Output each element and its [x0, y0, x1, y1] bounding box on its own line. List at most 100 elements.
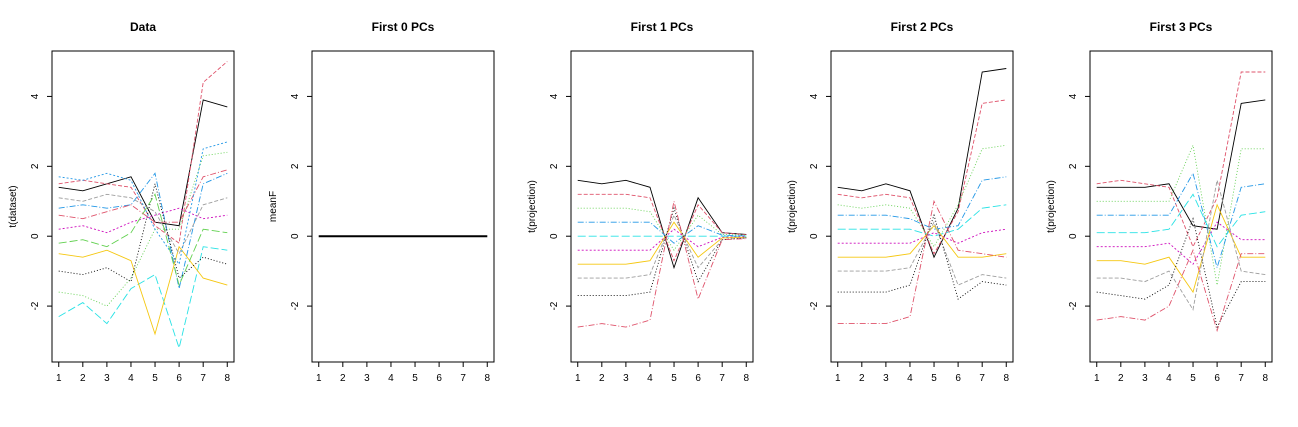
series-line [58, 207, 228, 234]
x-tick-label: 5 [412, 373, 418, 384]
x-tick-label: 1 [316, 373, 322, 384]
series-line [837, 228, 1007, 244]
series-line [1096, 193, 1266, 248]
y-tick-label: 4 [30, 93, 41, 99]
y-tick-label: -2 [290, 301, 301, 310]
series-line [837, 204, 1007, 237]
x-tick-label: 4 [128, 373, 134, 384]
y-tick-label: -2 [809, 301, 820, 310]
y-tick-label: 0 [809, 233, 820, 239]
series-line [1096, 180, 1266, 311]
series-line [577, 201, 747, 328]
panel-title: First 2 PCs [891, 20, 954, 34]
series-line [837, 144, 1007, 248]
panel-title: Data [130, 20, 156, 34]
x-tick-label: 3 [104, 373, 110, 384]
x-tick-label: 6 [176, 373, 182, 384]
x-tick-label: 4 [388, 373, 394, 384]
panel-5: First 3 PCs t(projection) 1 2 3 4 5 6 7 8 -2 0 2 4 [1046, 20, 1273, 384]
x-tick-label: 4 [1166, 373, 1172, 384]
series-line [837, 224, 1007, 258]
x-tick-label: 7 [979, 373, 985, 384]
x-tick-label: 5 [931, 373, 937, 384]
panel-title: First 3 PCs [1150, 20, 1213, 34]
series-line [58, 193, 228, 255]
x-tick-label: 5 [671, 373, 677, 384]
y-tick-label: -2 [30, 301, 41, 310]
y-tick-label: 4 [549, 93, 560, 99]
x-tick-label: 1 [575, 373, 581, 384]
series-line [1096, 143, 1266, 286]
x-tick-label: 3 [364, 373, 370, 384]
x-tick-label: 4 [907, 373, 913, 384]
series-line [1096, 203, 1266, 294]
series-line [58, 151, 228, 307]
x-tick-label: 2 [1118, 373, 1124, 384]
series-line [577, 207, 747, 252]
plot-frame [311, 50, 495, 363]
y-tick-label: 2 [809, 163, 820, 169]
series-line [577, 214, 747, 279]
series-line [837, 221, 1007, 286]
series-line [58, 141, 228, 266]
x-tick-label: 3 [1142, 373, 1148, 384]
y-axis-label: t(projection) [527, 180, 538, 233]
series-line [58, 61, 228, 244]
x-tick-label: 2 [340, 373, 346, 384]
series-line [1096, 221, 1266, 265]
x-tick-label: 2 [80, 373, 86, 384]
series-line [58, 172, 228, 289]
x-tick-label: 1 [835, 373, 841, 384]
x-tick-label: 5 [1190, 373, 1196, 384]
y-tick-label: 4 [1068, 93, 1079, 99]
series-line [1096, 172, 1266, 270]
series-line [1096, 71, 1266, 248]
series-line [58, 99, 228, 227]
x-tick-label: 6 [955, 373, 961, 384]
series-line [1096, 99, 1266, 230]
series-line [58, 245, 228, 336]
y-axis-label: meanF [268, 191, 279, 222]
x-tick-label: 3 [883, 373, 889, 384]
series-line [58, 246, 228, 350]
y-tick-label: 0 [549, 233, 560, 239]
y-tick-label: 4 [290, 93, 301, 99]
series-line [577, 193, 747, 262]
series-line [1096, 248, 1266, 333]
y-axis-label: t(projection) [787, 180, 798, 233]
y-axis-label: t(projection) [1046, 180, 1057, 233]
x-tick-label: 6 [1214, 373, 1220, 384]
plot-frame [570, 50, 754, 363]
y-tick-label: -2 [549, 301, 560, 310]
panel-title: First 0 PCs [372, 20, 435, 34]
series-line [58, 193, 228, 287]
panel-4: First 2 PCs t(projection) 1 2 3 4 5 6 7 8 -2 0 2 4 [787, 20, 1014, 384]
y-tick-label: 2 [1068, 163, 1079, 169]
x-tick-label: 6 [436, 373, 442, 384]
x-tick-label: 7 [200, 373, 206, 384]
x-tick-label: 6 [695, 373, 701, 384]
y-tick-label: 4 [809, 93, 820, 99]
x-tick-label: 2 [859, 373, 865, 384]
plot-frame [1089, 50, 1273, 363]
x-tick-label: 4 [647, 373, 653, 384]
x-tick-label: 7 [719, 373, 725, 384]
series-line [837, 199, 1007, 325]
series-line [837, 99, 1007, 255]
series-line [577, 221, 747, 265]
x-tick-label: 2 [599, 373, 605, 384]
series-line [577, 221, 747, 244]
x-tick-label: 7 [1238, 373, 1244, 384]
series-line [577, 179, 747, 270]
y-tick-label: 2 [30, 163, 41, 169]
x-tick-label: 1 [1094, 373, 1100, 384]
y-tick-label: 0 [290, 233, 301, 239]
plot-frame [51, 50, 235, 363]
y-tick-label: -2 [1068, 301, 1079, 310]
series-line [1096, 217, 1266, 329]
x-tick-label: 8 [1003, 373, 1009, 384]
series-line [837, 176, 1007, 230]
x-tick-label: 3 [623, 373, 629, 384]
panel-3: First 1 PCs t(projection) 1 2 3 4 5 6 7 8 -2 0 2 4 [527, 20, 754, 384]
